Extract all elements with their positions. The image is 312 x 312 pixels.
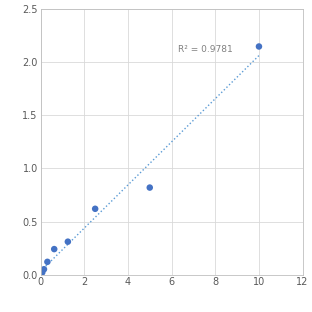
Point: [38, 272, 43, 277]
Point: [41, 267, 46, 272]
Point: [52, 246, 57, 251]
Point: [93, 206, 98, 211]
Text: R² = 0.9781: R² = 0.9781: [178, 46, 233, 54]
Point: [40, 270, 45, 275]
Point: [147, 185, 152, 190]
Point: [256, 44, 261, 49]
Point: [45, 259, 50, 264]
Point: [66, 239, 71, 244]
